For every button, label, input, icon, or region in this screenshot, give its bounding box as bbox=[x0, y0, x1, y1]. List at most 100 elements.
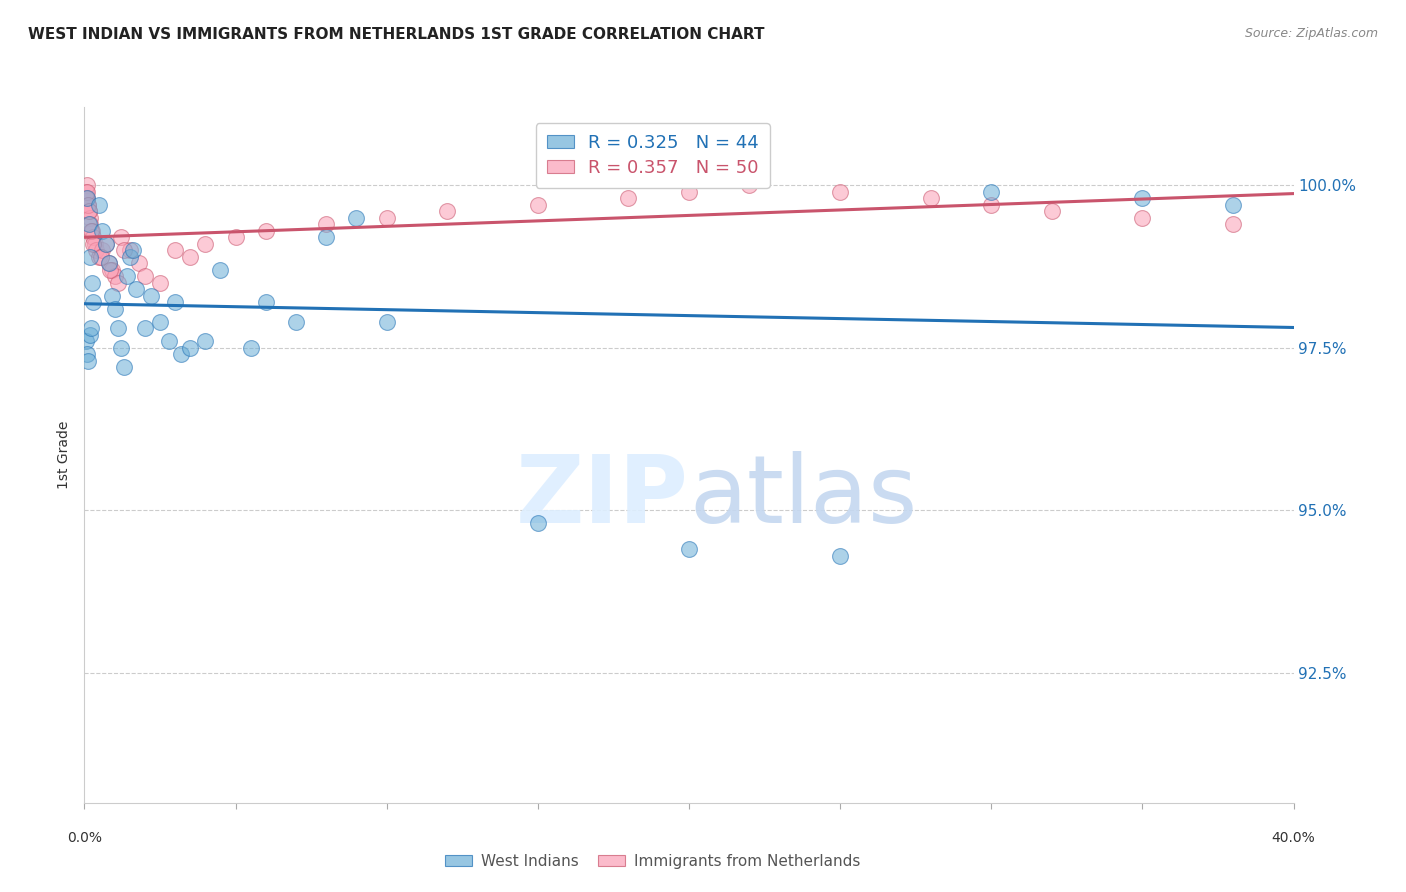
Point bbox=[239, 341, 262, 355]
Point bbox=[115, 269, 138, 284]
Point bbox=[107, 276, 129, 290]
Point bbox=[77, 204, 100, 219]
Point bbox=[80, 276, 103, 290]
Point bbox=[165, 243, 187, 257]
Point bbox=[98, 262, 121, 277]
Point bbox=[678, 185, 700, 199]
Point bbox=[157, 334, 180, 348]
Point bbox=[79, 211, 101, 225]
Point bbox=[118, 243, 141, 257]
Text: Source: ZipAtlas.com: Source: ZipAtlas.com bbox=[1244, 27, 1378, 40]
Point bbox=[82, 295, 104, 310]
Point bbox=[149, 315, 172, 329]
Point bbox=[375, 315, 398, 329]
Point bbox=[285, 315, 308, 329]
Point bbox=[527, 197, 550, 211]
Point bbox=[346, 211, 368, 225]
Point bbox=[100, 262, 122, 277]
Point bbox=[75, 191, 97, 205]
Point bbox=[84, 236, 107, 251]
Point bbox=[110, 341, 132, 355]
Y-axis label: 1st Grade: 1st Grade bbox=[58, 421, 72, 489]
Point bbox=[76, 197, 98, 211]
Point bbox=[77, 217, 100, 231]
Point bbox=[77, 204, 100, 219]
Point bbox=[225, 230, 247, 244]
Point bbox=[254, 295, 277, 310]
Point bbox=[254, 224, 277, 238]
Point bbox=[76, 178, 98, 192]
Point bbox=[194, 236, 217, 251]
Point bbox=[1222, 197, 1244, 211]
Point bbox=[82, 230, 104, 244]
Point bbox=[128, 256, 150, 270]
Point bbox=[139, 288, 162, 302]
Point bbox=[90, 250, 112, 264]
Point bbox=[86, 243, 108, 257]
Text: 0.0%: 0.0% bbox=[67, 830, 101, 845]
Point bbox=[165, 295, 187, 310]
Point bbox=[527, 516, 550, 531]
Point bbox=[315, 217, 337, 231]
Point bbox=[110, 230, 132, 244]
Point bbox=[179, 250, 201, 264]
Point bbox=[1040, 204, 1063, 219]
Text: atlas: atlas bbox=[689, 450, 917, 542]
Point bbox=[1132, 191, 1154, 205]
Point bbox=[436, 204, 458, 219]
Point bbox=[980, 197, 1002, 211]
Point bbox=[112, 243, 135, 257]
Point bbox=[89, 250, 111, 264]
Text: 40.0%: 40.0% bbox=[1271, 830, 1316, 845]
Point bbox=[830, 549, 852, 563]
Legend: West Indians, Immigrants from Netherlands: West Indians, Immigrants from Netherland… bbox=[439, 848, 866, 875]
Point bbox=[97, 256, 120, 270]
Point bbox=[79, 250, 101, 264]
Point bbox=[920, 191, 942, 205]
Point bbox=[149, 276, 172, 290]
Point bbox=[91, 243, 114, 257]
Point bbox=[80, 224, 103, 238]
Point bbox=[82, 236, 104, 251]
Point bbox=[170, 347, 193, 361]
Point bbox=[112, 360, 135, 375]
Point bbox=[79, 327, 101, 342]
Point bbox=[77, 197, 100, 211]
Point bbox=[830, 185, 852, 199]
Point bbox=[104, 301, 127, 316]
Point bbox=[375, 211, 398, 225]
Point bbox=[80, 224, 103, 238]
Point bbox=[97, 256, 120, 270]
Point bbox=[678, 542, 700, 557]
Point bbox=[125, 282, 148, 296]
Text: ZIP: ZIP bbox=[516, 450, 689, 542]
Point bbox=[315, 230, 337, 244]
Point bbox=[209, 262, 232, 277]
Point bbox=[75, 185, 97, 199]
Point bbox=[104, 269, 127, 284]
Point bbox=[76, 191, 98, 205]
Point bbox=[617, 191, 640, 205]
Point bbox=[107, 321, 129, 335]
Point bbox=[118, 250, 141, 264]
Point bbox=[1222, 217, 1244, 231]
Point bbox=[179, 341, 201, 355]
Point bbox=[76, 191, 98, 205]
Text: WEST INDIAN VS IMMIGRANTS FROM NETHERLANDS 1ST GRADE CORRELATION CHART: WEST INDIAN VS IMMIGRANTS FROM NETHERLAN… bbox=[28, 27, 765, 42]
Point bbox=[100, 288, 122, 302]
Point bbox=[94, 236, 117, 251]
Point bbox=[76, 185, 98, 199]
Point bbox=[980, 185, 1002, 199]
Point bbox=[134, 321, 156, 335]
Point bbox=[76, 347, 98, 361]
Point bbox=[75, 334, 97, 348]
Point bbox=[94, 236, 117, 251]
Point bbox=[80, 321, 103, 335]
Point bbox=[194, 334, 217, 348]
Point bbox=[738, 178, 761, 192]
Point bbox=[77, 353, 100, 368]
Point bbox=[121, 243, 143, 257]
Point bbox=[89, 197, 111, 211]
Point bbox=[91, 224, 114, 238]
Point bbox=[79, 217, 101, 231]
